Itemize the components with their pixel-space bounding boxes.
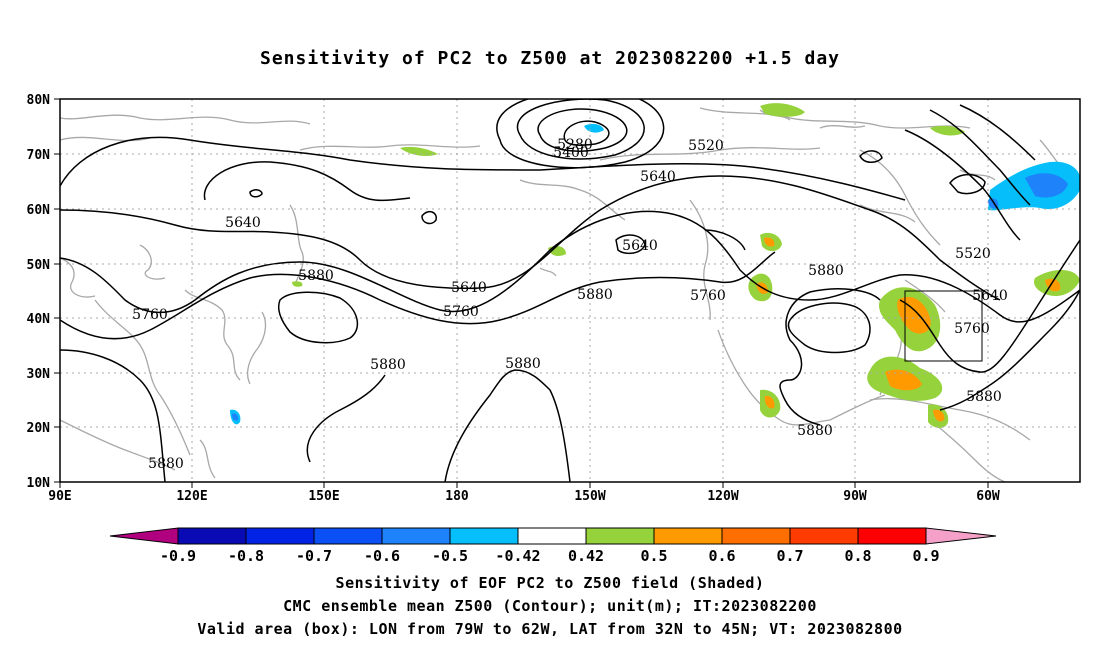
colorbar-tick-label: -0.7 (296, 547, 332, 565)
grid-lines (60, 99, 1080, 482)
lat-label: 40N (27, 312, 51, 327)
colorbar-swatch (789, 527, 859, 545)
footer-line-1: Sensitivity of EOF PC2 to Z500 field (Sh… (335, 574, 765, 592)
contour-label: 5880 (808, 263, 844, 279)
axis-ticks (54, 98, 989, 488)
colorbar-swatch (313, 527, 383, 545)
coastlines (60, 107, 1076, 482)
contour-label: 5640 (972, 288, 1008, 304)
map-title: Sensitivity of PC2 to Z500 at 2023082200… (259, 48, 840, 69)
latitude-labels: 80N 70N 60N 50N 40N 30N 20N 10N (27, 93, 51, 491)
colorbar-tick-label: -0.5 (432, 547, 468, 565)
lat-label: 70N (27, 148, 51, 163)
colorbar-tick-label: 0.9 (912, 547, 939, 565)
contour-label: 5760 (132, 307, 168, 323)
lat-label: 80N (27, 93, 51, 108)
colorbar-tick-label: 0.8 (844, 547, 871, 565)
colorbar-swatch (517, 527, 587, 545)
contour-label: 5400 (553, 145, 589, 161)
colorbar-tick-label: -0.6 (364, 547, 400, 565)
colorbar (109, 527, 997, 545)
contour-label: 5880 (797, 423, 833, 439)
footer-line-3: Valid area (box): LON from 79W to 62W, L… (197, 620, 903, 638)
lat-label: 60N (27, 203, 51, 218)
contour-label: 5880 (298, 268, 334, 284)
lat-label: 30N (27, 367, 51, 382)
lon-label: 90E (48, 489, 71, 504)
longitude-labels: 90E 120E 150E 180 150W 120W 90W 60W (48, 489, 1000, 504)
colorbar-swatch (449, 527, 519, 545)
colorbar-swatch (857, 527, 927, 545)
colorbar-swatch (177, 527, 247, 545)
contour-label: 5880 (370, 357, 406, 373)
contour-label: 5880 (577, 287, 613, 303)
lat-label: 50N (27, 258, 51, 273)
contour-label: 5640 (622, 238, 658, 254)
contour-label: 5520 (955, 246, 991, 262)
colorbar-swatch (381, 527, 451, 545)
colorbar-tick-label: 0.7 (776, 547, 803, 565)
colorbar-tick-label: 0.42 (568, 547, 604, 565)
colorbar-arrow-low (109, 527, 179, 545)
map-frame (59, 98, 1081, 483)
colorbar-swatch (585, 527, 655, 545)
contour-label: 5880 (148, 456, 184, 472)
colorbar-tick-label: -0.9 (160, 547, 196, 565)
valid-area-box (904, 290, 983, 362)
contour-label: 5760 (443, 304, 479, 320)
lon-label: 90W (843, 489, 867, 504)
colorbar-swatch (721, 527, 791, 545)
colorbar-arrow-high (925, 527, 997, 545)
contour-label: 5760 (954, 321, 990, 337)
lon-label: 120W (707, 489, 738, 504)
contour-label: 5640 (451, 280, 487, 296)
contour-label: 5640 (225, 215, 261, 231)
z500-contours (60, 99, 1080, 482)
colorbar-tick-label: -0.42 (495, 547, 540, 565)
contour-label: 5880 (966, 389, 1002, 405)
colorbar-swatch (653, 527, 723, 545)
contour-labels: 5280 5400 5520 5640 5640 5640 5640 5760 … (132, 137, 1008, 472)
lon-label: 60W (976, 489, 1000, 504)
colorbar-swatch (245, 527, 315, 545)
lon-label: 180 (445, 489, 469, 504)
colorbar-tick-label: 0.5 (640, 547, 667, 565)
contour-label: 5520 (688, 138, 724, 154)
lon-label: 150W (574, 489, 605, 504)
contour-label: 5280 (557, 137, 593, 153)
colorbar-tick-label: -0.8 (228, 547, 264, 565)
lat-label: 20N (27, 421, 51, 436)
lon-label: 150E (308, 489, 339, 504)
shaded-sensitivity (230, 103, 1080, 428)
colorbar-tick-label: 0.6 (708, 547, 735, 565)
footer-line-2: CMC ensemble mean Z500 (Contour); unit(m… (283, 597, 817, 615)
contour-label: 5880 (505, 356, 541, 372)
contour-label: 5640 (640, 169, 676, 185)
colorbar-labels: -0.9 -0.8 -0.7 -0.6 -0.5 -0.42 0.42 0.5 0.6 0.7 0.… (160, 547, 940, 565)
lat-label: 10N (27, 476, 51, 491)
lon-label: 120E (176, 489, 207, 504)
contour-label: 5760 (690, 288, 726, 304)
